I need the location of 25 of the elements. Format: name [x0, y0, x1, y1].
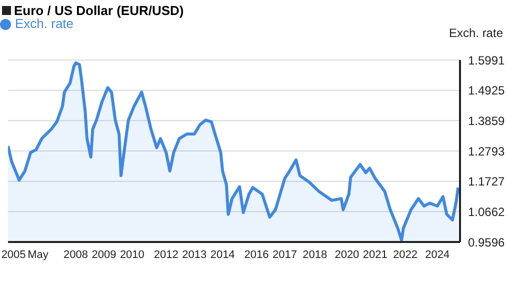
x-tick-label: 2012 — [154, 248, 178, 261]
y-tick-label: 1.0662 — [468, 204, 506, 219]
y-tick-label: 1.3859 — [468, 114, 506, 128]
x-tick-label: 2022 — [393, 248, 418, 261]
x-tick-label: 2024 — [425, 248, 450, 261]
y-tick-label: 1.5991 — [468, 53, 506, 68]
x-tick-label: 2016 — [244, 248, 269, 261]
y-axis-title: Exch. rate — [448, 26, 503, 40]
legend-label: Exch. rate — [15, 16, 74, 31]
x-tick-label: May — [28, 248, 49, 261]
x-tick-label: 2018 — [302, 248, 328, 261]
x-tick-label: 2010 — [120, 248, 144, 261]
x-tick-label: 2014 — [210, 248, 235, 261]
x-tick-label: 2020 — [334, 248, 360, 261]
y-tick-label: 1.1727 — [468, 174, 506, 189]
chart-title: Euro / US Dollar (EUR/USD) — [13, 3, 184, 18]
y-tick-label: 0.9596 — [468, 235, 506, 250]
y-tick-label: 1.2793 — [468, 144, 506, 158]
x-tick-label: 2013 — [182, 248, 207, 261]
x-tick-label: 2008 — [64, 248, 88, 261]
y-tick-label: 1.4925 — [468, 84, 506, 98]
x-tick-label: 2009 — [92, 248, 116, 261]
x-tick-label: 2005 — [1, 248, 26, 261]
x-tick-label: 2021 — [362, 248, 388, 261]
x-tick-label: 2017 — [272, 248, 298, 261]
